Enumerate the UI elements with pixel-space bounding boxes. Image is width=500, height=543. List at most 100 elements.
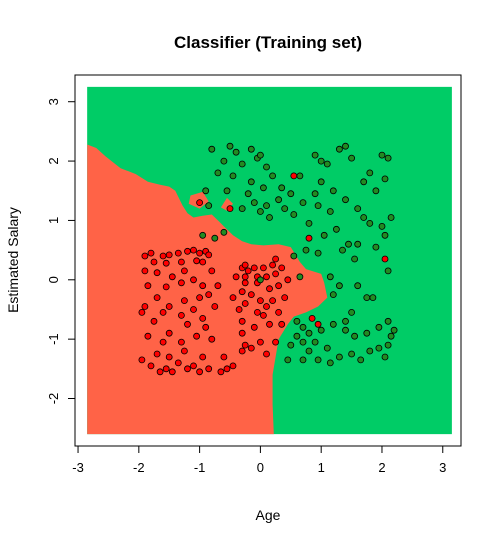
data-point-class-1 <box>314 249 322 257</box>
data-point-class-0 <box>238 288 246 296</box>
data-point-class-1 <box>381 231 389 239</box>
data-point-class-0 <box>196 368 204 376</box>
data-point-class-0 <box>190 246 197 254</box>
data-point-class-1 <box>311 338 319 346</box>
data-point-class-0 <box>168 273 176 281</box>
data-point-class-0 <box>226 205 234 213</box>
data-point-class-1 <box>326 359 334 367</box>
data-point-class-1 <box>278 184 286 192</box>
y-tick-label: -2 <box>46 393 61 405</box>
data-point-class-0 <box>381 255 389 263</box>
data-point-class-0 <box>153 269 161 277</box>
data-point-class-0 <box>193 332 201 340</box>
data-point-class-0 <box>232 273 240 281</box>
data-point-class-0 <box>150 317 158 325</box>
data-point-class-0 <box>202 323 210 331</box>
data-point-class-1 <box>238 160 246 168</box>
data-point-class-0 <box>150 258 158 266</box>
data-point-class-1 <box>378 151 386 159</box>
data-point-class-1 <box>387 332 395 340</box>
data-point-class-1 <box>329 291 337 299</box>
data-point-class-1 <box>317 178 325 186</box>
data-point-class-1 <box>335 145 343 153</box>
data-point-class-0 <box>138 356 146 364</box>
data-point-class-1 <box>348 308 356 316</box>
data-point-class-0 <box>314 320 322 328</box>
data-point-class-1 <box>290 211 298 218</box>
data-point-class-1 <box>348 350 356 358</box>
data-point-class-1 <box>384 317 392 325</box>
data-point-class-1 <box>311 190 319 198</box>
data-point-class-1 <box>296 273 304 281</box>
data-point-class-0 <box>238 329 246 337</box>
data-point-class-0 <box>147 362 155 370</box>
data-point-class-1 <box>232 148 240 156</box>
decision-regions <box>87 86 452 435</box>
data-point-class-1 <box>378 222 386 230</box>
data-point-class-0 <box>199 282 207 290</box>
y-axis-label: Estimated Salary <box>5 207 21 313</box>
data-point-class-1 <box>360 178 368 186</box>
data-point-class-1 <box>305 219 313 227</box>
data-point-class-0 <box>153 350 161 358</box>
data-point-class-1 <box>354 240 362 248</box>
data-point-class-1 <box>363 329 371 337</box>
data-point-class-1 <box>256 208 264 215</box>
data-point-class-0 <box>275 308 283 316</box>
x-tick-label: 2 <box>378 460 385 475</box>
data-point-class-1 <box>335 353 343 361</box>
data-point-class-0 <box>147 249 155 257</box>
data-point-class-1 <box>339 246 346 254</box>
data-point-class-0 <box>159 338 167 346</box>
data-point-class-1 <box>354 282 362 290</box>
data-point-class-0 <box>208 335 216 343</box>
data-point-class-0 <box>177 311 185 319</box>
data-point-class-0 <box>305 234 313 242</box>
data-point-class-1 <box>223 187 231 195</box>
data-point-class-0 <box>184 320 191 328</box>
data-point-class-0 <box>190 276 197 284</box>
data-point-class-1 <box>259 184 267 192</box>
data-point-class-1 <box>263 202 270 210</box>
data-point-class-0 <box>168 368 176 376</box>
data-point-class-1 <box>244 190 252 198</box>
data-point-class-0 <box>141 252 149 260</box>
data-point-class-0 <box>263 273 270 281</box>
data-point-class-0 <box>223 365 231 373</box>
data-point-class-0 <box>196 294 204 302</box>
data-point-class-1 <box>317 326 325 334</box>
data-point-class-0 <box>177 258 185 266</box>
data-point-class-0 <box>284 276 292 284</box>
data-point-class-0 <box>263 350 270 358</box>
data-point-class-0 <box>250 264 258 272</box>
data-point-class-1 <box>314 356 322 364</box>
data-point-class-1 <box>275 196 283 204</box>
region-class-0 <box>87 144 328 435</box>
x-tick-label: 1 <box>318 460 325 475</box>
data-point-class-1 <box>351 255 359 263</box>
data-point-class-0 <box>180 297 188 305</box>
data-point-class-1 <box>226 142 234 150</box>
data-point-class-1 <box>372 243 380 251</box>
data-point-class-0 <box>259 264 267 272</box>
data-point-class-1 <box>299 338 307 346</box>
data-point-class-1 <box>211 234 219 242</box>
y-tick-label: 0 <box>46 276 61 283</box>
data-point-class-1 <box>287 341 295 349</box>
data-point-class-1 <box>348 154 356 162</box>
x-tick-label: -3 <box>72 460 84 475</box>
data-point-class-0 <box>211 303 219 310</box>
data-point-class-0 <box>165 251 173 259</box>
data-point-class-0 <box>162 283 170 291</box>
data-point-class-0 <box>235 306 243 313</box>
data-point-class-1 <box>293 317 301 325</box>
data-point-class-0 <box>241 300 249 307</box>
data-point-class-0 <box>162 365 170 373</box>
data-point-class-1 <box>256 151 264 159</box>
data-point-class-1 <box>238 205 246 213</box>
data-point-class-0 <box>238 347 246 355</box>
data-point-class-0 <box>180 347 188 355</box>
data-point-class-1 <box>220 228 228 236</box>
data-point-class-0 <box>250 323 258 331</box>
data-point-class-0 <box>241 279 249 287</box>
